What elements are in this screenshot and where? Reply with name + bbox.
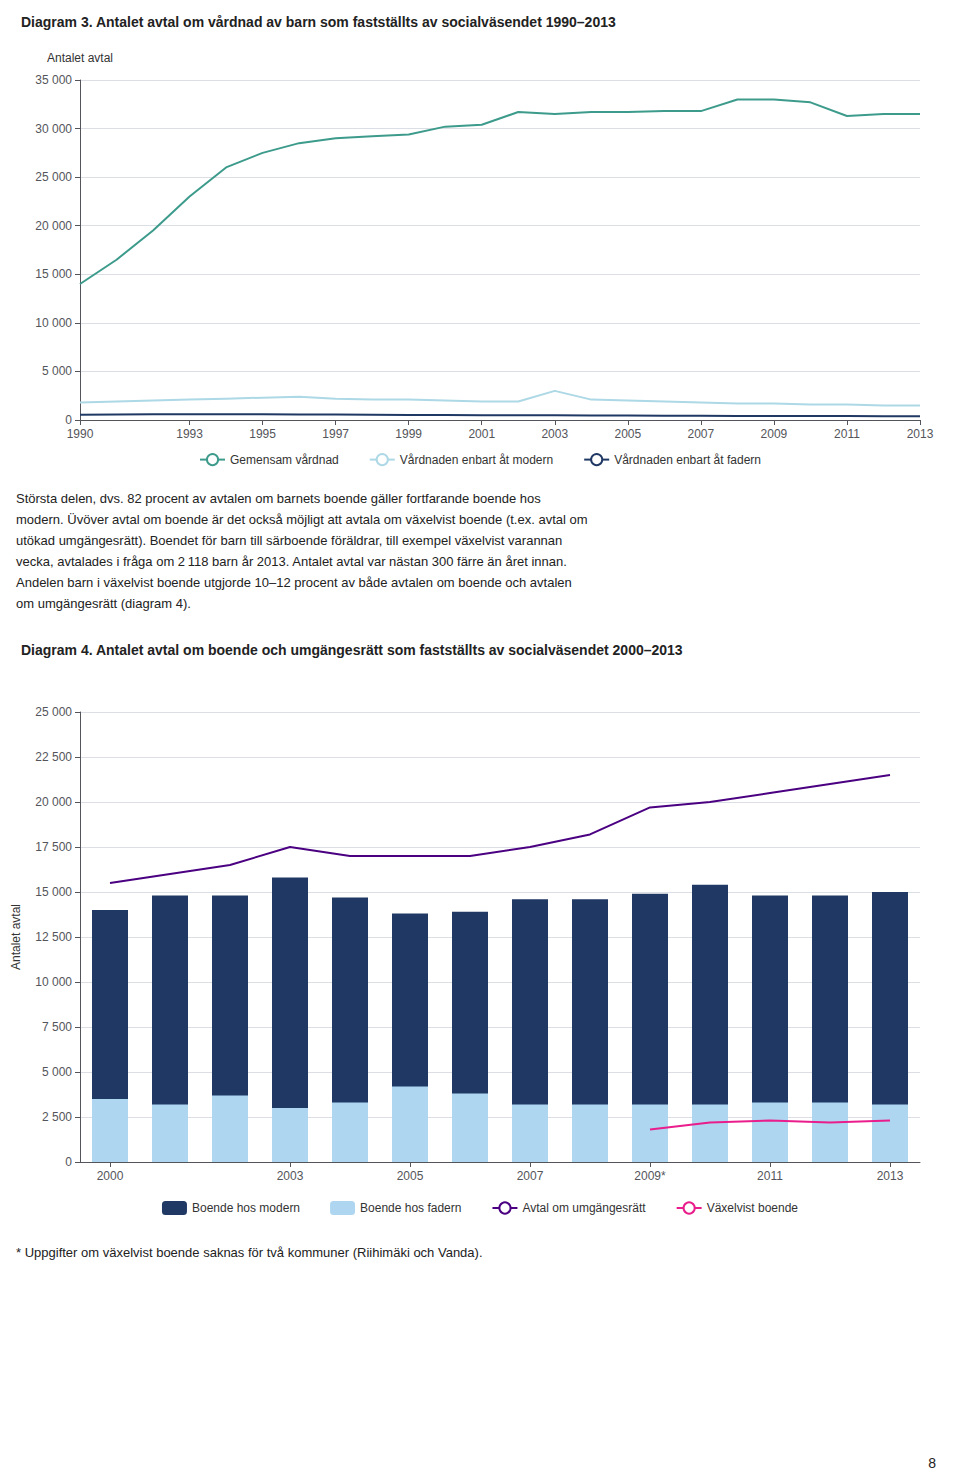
svg-text:5 000: 5 000 — [42, 364, 72, 378]
svg-text:1999: 1999 — [395, 427, 422, 441]
svg-text:Gemensam vårdnad: Gemensam vårdnad — [230, 453, 339, 467]
svg-text:0: 0 — [65, 413, 72, 427]
svg-text:modern. Üvöver avtal om boende: modern. Üvöver avtal om boende är det oc… — [16, 512, 588, 527]
svg-text:5 000: 5 000 — [42, 1065, 72, 1079]
svg-text:Diagram 3. Antalet avtal om vå: Diagram 3. Antalet avtal om vårdnad av b… — [21, 14, 616, 30]
svg-text:Största delen, dvs. 82 procent: Största delen, dvs. 82 procent av avtale… — [16, 491, 541, 506]
svg-text:Vårdnaden enbart åt modern: Vårdnaden enbart åt modern — [400, 453, 553, 467]
svg-text:30 000: 30 000 — [35, 122, 72, 136]
svg-text:2003: 2003 — [277, 1169, 304, 1183]
svg-text:2005: 2005 — [397, 1169, 424, 1183]
svg-text:Boende hos fadern: Boende hos fadern — [360, 1201, 461, 1215]
svg-text:2007: 2007 — [517, 1169, 544, 1183]
svg-text:25 000: 25 000 — [35, 705, 72, 719]
svg-text:15 000: 15 000 — [35, 267, 72, 281]
svg-text:10 000: 10 000 — [35, 316, 72, 330]
svg-text:vecka, avtalades i fråga om 2: vecka, avtalades i fråga om 2 118 barn å… — [16, 554, 567, 569]
svg-text:8: 8 — [928, 1455, 936, 1471]
svg-text:utökad umgängesrätt). Boendet: utökad umgängesrätt). Boendet för barn t… — [16, 533, 562, 548]
svg-text:2003: 2003 — [541, 427, 568, 441]
svg-text:17 500: 17 500 — [35, 840, 72, 854]
svg-text:Diagram 4. Antalet avtal om bo: Diagram 4. Antalet avtal om boende och u… — [21, 642, 683, 658]
svg-text:Andelen barn i växelvist boend: Andelen barn i växelvist boende utgjorde… — [16, 575, 572, 590]
svg-text:2011: 2011 — [757, 1169, 783, 1183]
svg-text:0: 0 — [65, 1155, 72, 1169]
svg-text:22 500: 22 500 — [35, 750, 72, 764]
svg-text:Avtal om umgängesrätt: Avtal om umgängesrätt — [522, 1201, 646, 1215]
svg-text:35 000: 35 000 — [35, 73, 72, 87]
svg-text:om umgängesrätt (diagram 4).: om umgängesrätt (diagram 4). — [16, 596, 191, 611]
svg-text:1997: 1997 — [322, 427, 349, 441]
svg-text:1995: 1995 — [249, 427, 276, 441]
svg-text:2000: 2000 — [97, 1169, 124, 1183]
svg-text:2011: 2011 — [834, 427, 860, 441]
svg-text:Vårdnaden enbart åt fadern: Vårdnaden enbart åt fadern — [614, 453, 761, 467]
svg-text:2009*: 2009* — [634, 1169, 666, 1183]
svg-text:10 000: 10 000 — [35, 975, 72, 989]
svg-text:* Uppgifter om växelvist boend: * Uppgifter om växelvist boende saknas f… — [16, 1245, 483, 1260]
svg-text:1990: 1990 — [67, 427, 94, 441]
svg-text:25 000: 25 000 — [35, 170, 72, 184]
svg-text:15 000: 15 000 — [35, 885, 72, 899]
svg-text:Boende hos modern: Boende hos modern — [192, 1201, 300, 1215]
svg-text:1993: 1993 — [176, 427, 203, 441]
svg-text:20 000: 20 000 — [35, 795, 72, 809]
svg-text:2013: 2013 — [877, 1169, 904, 1183]
svg-text:Antalet avtal: Antalet avtal — [47, 51, 113, 65]
svg-text:2 500: 2 500 — [42, 1110, 72, 1124]
svg-text:2009: 2009 — [761, 427, 788, 441]
svg-text:12 500: 12 500 — [35, 930, 72, 944]
svg-text:2013: 2013 — [907, 427, 934, 441]
svg-text:Antalet avtal: Antalet avtal — [9, 904, 23, 970]
svg-text:2001: 2001 — [468, 427, 495, 441]
svg-text:2005: 2005 — [614, 427, 641, 441]
svg-text:Växelvist boende: Växelvist boende — [707, 1201, 799, 1215]
svg-text:20 000: 20 000 — [35, 219, 72, 233]
svg-text:2007: 2007 — [688, 427, 715, 441]
svg-text:7 500: 7 500 — [42, 1020, 72, 1034]
